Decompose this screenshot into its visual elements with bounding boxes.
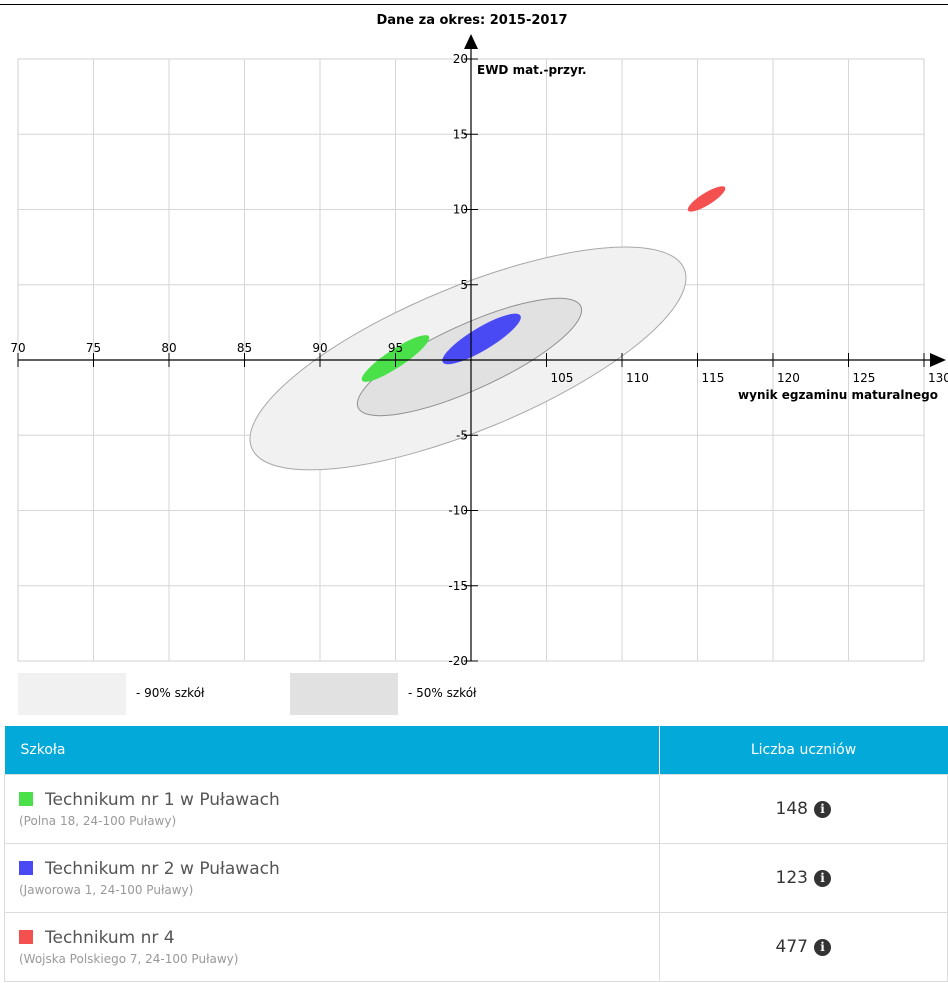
x-tick-label: 110: [626, 371, 649, 385]
x-axis-arrow: [930, 353, 946, 367]
schools-table: Szkoła Liczba uczniów Technikum nr 1 w P…: [4, 726, 948, 982]
y-tick-label: -15: [448, 579, 468, 593]
y-tick-label: -20: [448, 654, 468, 668]
info-circle-icon[interactable]: i: [813, 870, 831, 887]
school-name[interactable]: Technikum nr 1 w Puławach: [45, 790, 280, 810]
legend-label-90: - 90% szkół: [136, 686, 205, 700]
x-tick-label: 70: [10, 341, 25, 355]
student-count: 477: [775, 937, 808, 957]
x-tick-label: 90: [312, 341, 327, 355]
info-circle-icon[interactable]: i: [813, 801, 831, 818]
school-ellipse-3: [687, 186, 726, 212]
y-tick-label: 15: [453, 127, 468, 141]
chart-title: Dane za okres: 2015-2017: [376, 13, 567, 28]
school-cell: Technikum nr 4 (Wojska Polskiego 7, 24-1…: [4, 912, 660, 982]
school-color-swatch: [19, 930, 33, 944]
y-tick-label: 20: [453, 52, 468, 66]
student-count: 148: [775, 799, 808, 819]
x-tick-label: 75: [86, 341, 101, 355]
school-address: (Wojska Polskiego 7, 24-100 Puławy): [19, 952, 239, 966]
y-axis-arrow: [464, 34, 478, 49]
legend-label-50: - 50% szkół: [408, 686, 477, 700]
student-count-cell: 148 i: [658, 774, 948, 844]
school-name-line: Technikum nr 1 w Puławach: [19, 790, 659, 810]
x-tick-label: 105: [551, 371, 574, 385]
school-address: (Jaworowa 1, 24-100 Puławy): [19, 883, 194, 897]
legend-swatch-50: [290, 673, 398, 715]
school-cell: Technikum nr 2 w Puławach (Jaworowa 1, 2…: [4, 843, 660, 913]
table-row: Technikum nr 2 w Puławach (Jaworowa 1, 2…: [4, 843, 948, 913]
y-tick-label: -5: [456, 428, 468, 442]
school-name-line: Technikum nr 4: [19, 928, 659, 948]
student-count: 123: [775, 868, 808, 888]
x-tick-label: 115: [702, 371, 725, 385]
school-ellipse-2: [442, 313, 521, 365]
student-count-cell: 477 i: [658, 912, 948, 982]
school-color-swatch: [19, 861, 33, 875]
y-tick-label: 10: [453, 203, 468, 217]
y-axis-label: EWD mat.-przyr.: [477, 63, 587, 77]
school-cell: Technikum nr 1 w Puławach (Polna 18, 24-…: [4, 774, 660, 844]
x-axis-label: wynik egzaminu maturalnego: [738, 388, 938, 402]
x-tick-label: 130: [928, 371, 948, 385]
x-tick-label: 80: [161, 341, 176, 355]
table-row: Technikum nr 1 w Puławach (Polna 18, 24-…: [4, 774, 948, 844]
table-header-row: Szkoła Liczba uczniów: [4, 726, 948, 775]
header-student-count[interactable]: Liczba uczniów: [658, 726, 948, 775]
info-circle-icon[interactable]: i: [813, 939, 831, 956]
student-count-cell: 123 i: [658, 843, 948, 913]
x-tick-label: 85: [237, 341, 252, 355]
x-tick-label: 125: [853, 371, 876, 385]
school-address: (Polna 18, 24-100 Puławy): [19, 814, 177, 828]
legend-swatch-90: [18, 673, 126, 715]
school-color-swatch: [19, 792, 33, 806]
header-school[interactable]: Szkoła: [4, 726, 659, 775]
school-name[interactable]: Technikum nr 2 w Puławach: [45, 859, 280, 879]
school-name[interactable]: Technikum nr 4: [45, 928, 175, 948]
y-tick-label: -10: [448, 504, 468, 518]
x-tick-label: 95: [388, 341, 403, 355]
y-tick-label: 5: [460, 278, 468, 292]
table-row: Technikum nr 4 (Wojska Polskiego 7, 24-1…: [4, 912, 948, 982]
x-tick-label: 120: [777, 371, 800, 385]
axes: [17, 34, 946, 662]
school-name-line: Technikum nr 2 w Puławach: [19, 859, 659, 879]
